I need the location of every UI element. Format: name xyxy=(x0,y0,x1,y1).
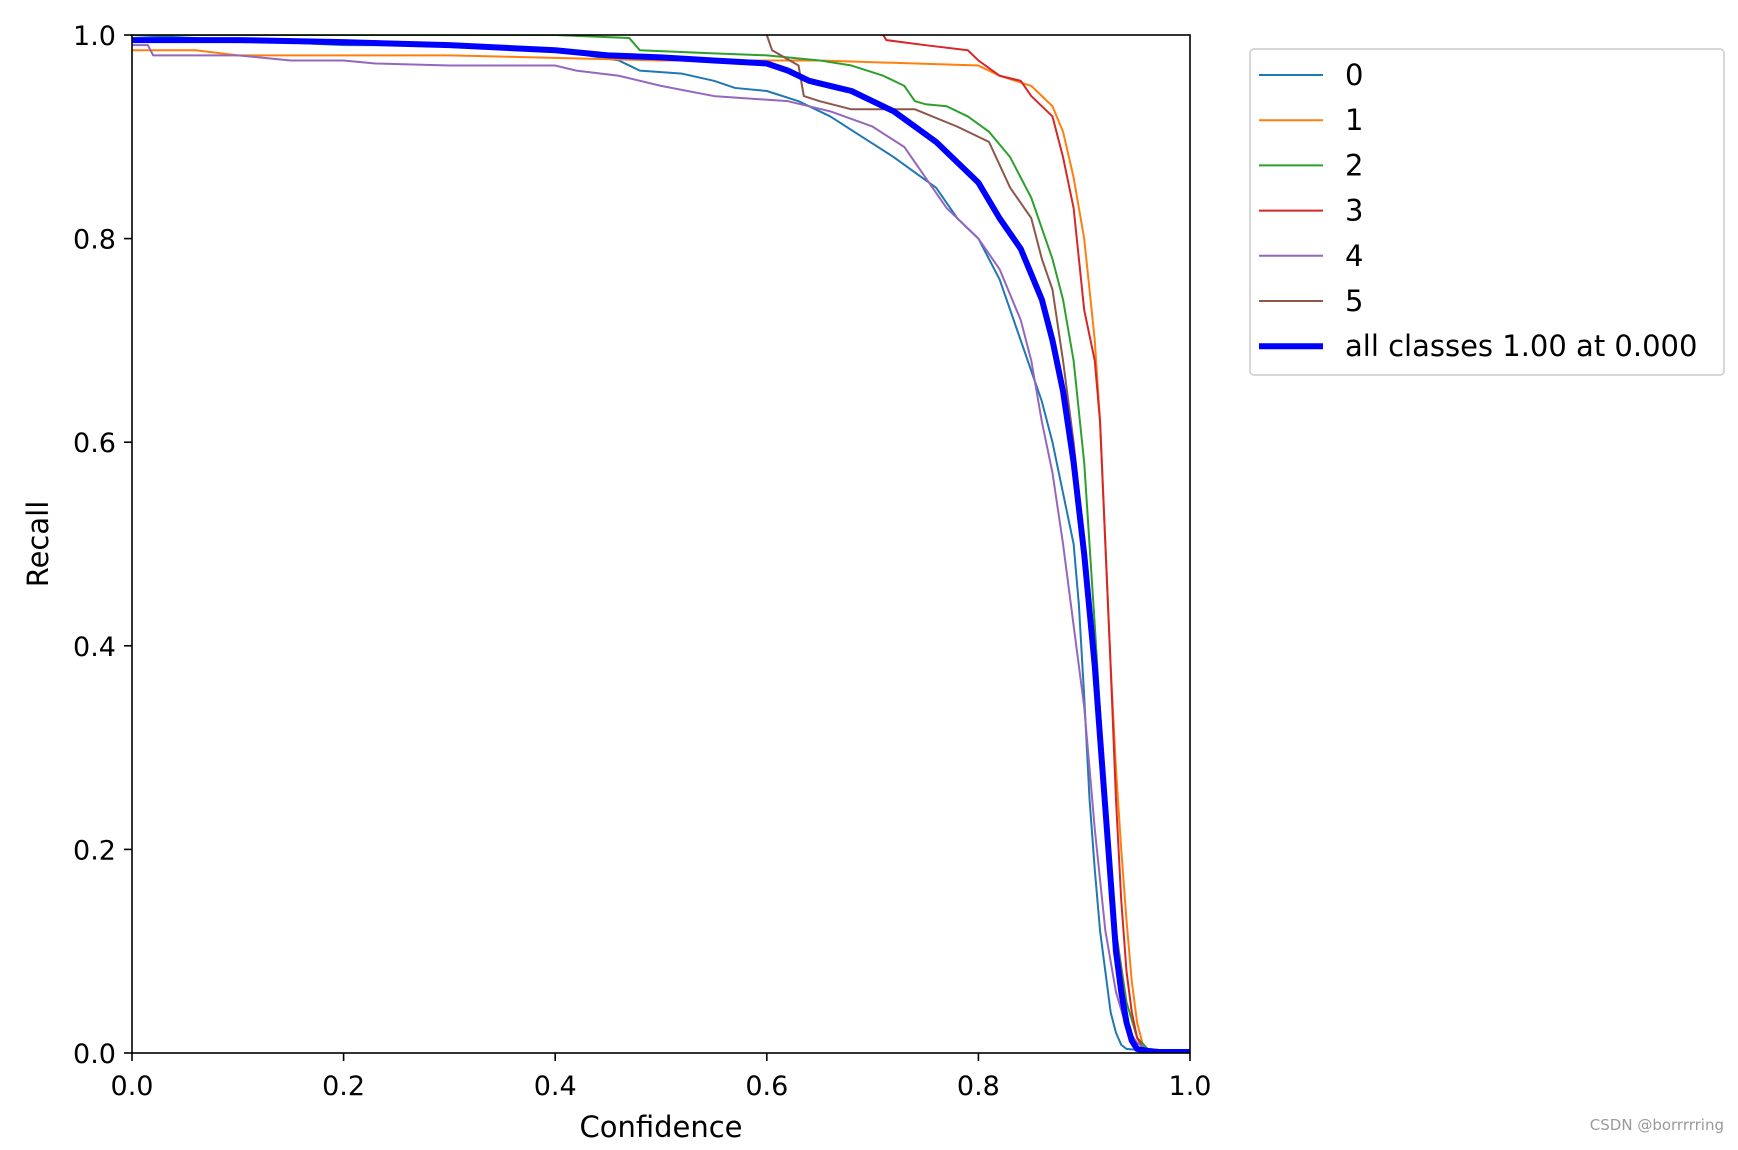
y-tick-label-1: 0.2 xyxy=(73,835,116,866)
x-tick-label-5: 1.0 xyxy=(1169,1071,1212,1102)
y-tick-label-2: 0.4 xyxy=(73,632,116,663)
legend-label-1: 1 xyxy=(1345,103,1363,137)
y-axis-label: Recall xyxy=(21,501,55,588)
legend-label-3: 3 xyxy=(1345,194,1363,228)
x-tick-label-0: 0.0 xyxy=(111,1071,154,1102)
legend-label-6: all classes 1.00 at 0.000 xyxy=(1345,329,1697,363)
x-tick-label-3: 0.6 xyxy=(745,1071,788,1102)
series-line-3 xyxy=(882,35,1190,1053)
legend-label-4: 4 xyxy=(1345,239,1363,273)
axis-layer: 0.0 0.2 0.4 0.6 0.8 1.0 0.0 0.2 0.4 0.6 0.8 1.0 xyxy=(73,21,1211,1102)
legend-label-0: 0 xyxy=(1345,58,1363,92)
series-line-4 xyxy=(132,44,1190,1053)
legend: 0 1 2 3 4 5 all classes 1.00 at 0.000 xyxy=(1249,48,1725,376)
watermark: CSDN @borrrrring xyxy=(1589,1116,1724,1134)
series-line-6 xyxy=(132,37,1190,1053)
plot-area-frame xyxy=(131,34,1191,1054)
series-line-0 xyxy=(132,35,1190,1053)
y-tick-label-3: 0.6 xyxy=(73,428,116,459)
y-tick-label-4: 0.8 xyxy=(73,225,116,256)
legend-label-2: 2 xyxy=(1345,148,1363,182)
x-axis-label: Confidence xyxy=(579,1110,742,1144)
x-tick-label-4: 0.8 xyxy=(957,1071,1000,1102)
y-tick-label-0: 0.0 xyxy=(73,1039,116,1070)
y-tick-label-5: 1.0 xyxy=(73,21,116,52)
legend-frame xyxy=(1249,48,1725,376)
x-tick-label-2: 0.4 xyxy=(534,1071,577,1102)
series-line-1 xyxy=(132,49,1190,1053)
series-line-2 xyxy=(132,35,1190,1053)
series-layer xyxy=(132,35,1190,1053)
x-tick-label-1: 0.2 xyxy=(322,1071,365,1102)
legend-label-5: 5 xyxy=(1345,284,1363,318)
